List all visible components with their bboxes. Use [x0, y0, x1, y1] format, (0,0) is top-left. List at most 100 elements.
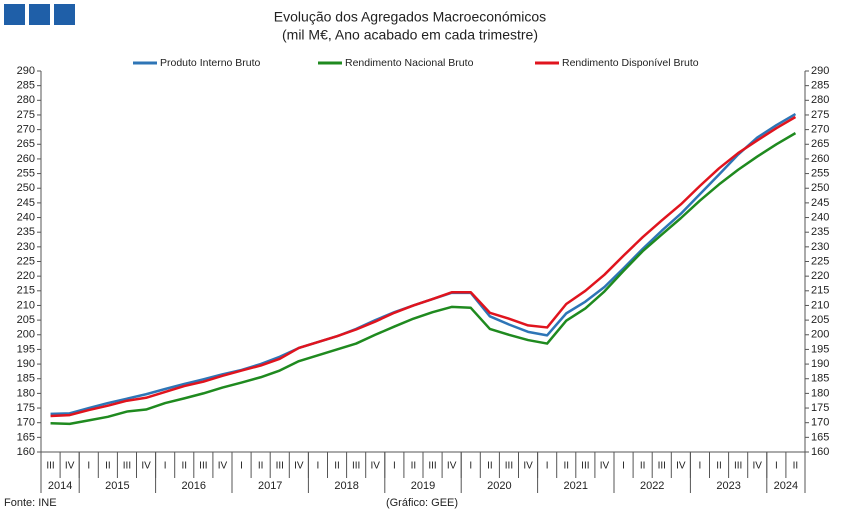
x-tick-label: III	[352, 461, 360, 472]
y2-tick-label: 285	[811, 80, 829, 92]
chart-title: Evolução dos Agregados Macroeconómicos	[274, 9, 546, 25]
year-label: 2018	[334, 480, 358, 492]
legend-label: Rendimento Disponível Bruto	[562, 57, 699, 69]
y-tick-label: 165	[17, 431, 35, 443]
y2-tick-label: 220	[811, 270, 829, 282]
y2-tick-label: 165	[811, 431, 829, 443]
x-tick-label: I	[775, 461, 778, 472]
x-tick-label: I	[87, 461, 90, 472]
y-tick-label: 260	[17, 153, 35, 165]
legend-label: Produto Interno Bruto	[160, 57, 261, 69]
y-tick-label: 200	[17, 329, 35, 341]
y2-tick-label: 290	[811, 65, 829, 77]
source: Fonte: INE	[4, 497, 57, 509]
y2-tick-label: 275	[811, 109, 829, 121]
y-tick-label: 290	[17, 65, 35, 77]
y2-tick-label: 180	[811, 387, 829, 399]
y-tick-label: 250	[17, 182, 35, 194]
y2-tick-label: 185	[811, 373, 829, 385]
y2-tick-label: 200	[811, 329, 829, 341]
y2-tick-label: 170	[811, 417, 829, 429]
series-line	[50, 113, 797, 416]
year-label: 2022	[640, 480, 664, 492]
y2-tick-label: 260	[811, 153, 829, 165]
year-label: 2024	[774, 480, 798, 492]
x-tick-label: I	[546, 461, 549, 472]
y-tick-label: 195	[17, 343, 35, 355]
logo-square	[54, 4, 75, 25]
x-tick-label: III	[658, 461, 666, 472]
x-tick-label: IV	[600, 461, 610, 472]
x-tick-label: II	[105, 461, 111, 472]
logo-square	[4, 4, 25, 25]
legend-label: Rendimento Nacional Bruto	[345, 57, 474, 69]
y2-tick-label: 215	[811, 285, 829, 297]
x-tick-label: I	[240, 461, 243, 472]
logo-square	[29, 4, 50, 25]
x-tick-label: IV	[218, 461, 228, 472]
year-label: 2023	[716, 480, 740, 492]
y2-tick-label: 270	[811, 124, 829, 136]
y2-tick-label: 190	[811, 358, 829, 370]
x-tick-label: IV	[65, 461, 75, 472]
y2-tick-label: 210	[811, 299, 829, 311]
x-tick-label: IV	[523, 461, 533, 472]
x-tick-label: III	[199, 461, 207, 472]
x-tick-label: II	[334, 461, 340, 472]
y-tick-label: 170	[17, 417, 35, 429]
x-tick-label: I	[164, 461, 167, 472]
year-label: 2017	[258, 480, 282, 492]
y-tick-label: 225	[17, 255, 35, 267]
x-tick-label: II	[640, 461, 646, 472]
y-tick-label: 235	[17, 226, 35, 238]
y-tick-label: 285	[17, 80, 35, 92]
y-tick-label: 180	[17, 387, 35, 399]
y-tick-label: 255	[17, 167, 35, 179]
x-tick-label: I	[622, 461, 625, 472]
y2-tick-label: 245	[811, 197, 829, 209]
y-tick-label: 190	[17, 358, 35, 370]
year-label: 2014	[48, 480, 72, 492]
x-tick-label: III	[581, 461, 589, 472]
credit: (Gráfico: GEE)	[386, 497, 458, 509]
y2-tick-label: 225	[811, 255, 829, 267]
y-tick-label: 185	[17, 373, 35, 385]
y-tick-label: 230	[17, 241, 35, 253]
y-tick-label: 220	[17, 270, 35, 282]
x-tick-label: III	[46, 461, 54, 472]
y2-tick-label: 205	[811, 314, 829, 326]
x-tick-label: IV	[447, 461, 457, 472]
y2-tick-label: 255	[811, 167, 829, 179]
x-tick-label: III	[505, 461, 513, 472]
y2-tick-label: 235	[811, 226, 829, 238]
year-label: 2015	[105, 480, 129, 492]
y-tick-label: 215	[17, 285, 35, 297]
y2-tick-label: 195	[811, 343, 829, 355]
series-line	[50, 115, 797, 418]
x-tick-label: I	[699, 461, 702, 472]
y2-tick-label: 160	[811, 446, 829, 458]
y2-tick-label: 265	[811, 138, 829, 150]
x-tick-label: II	[716, 461, 722, 472]
x-tick-label: IV	[371, 461, 381, 472]
x-tick-label: IV	[676, 461, 686, 472]
chart-subtitle: (mil M€, Ano acabado em cada trimestre)	[282, 27, 538, 43]
x-tick-label: III	[276, 461, 284, 472]
y-tick-label: 175	[17, 402, 35, 414]
x-tick-label: II	[411, 461, 417, 472]
y-tick-label: 270	[17, 124, 35, 136]
year-label: 2020	[487, 480, 511, 492]
year-label: 2016	[182, 480, 206, 492]
x-tick-label: III	[734, 461, 742, 472]
year-label: 2021	[564, 480, 588, 492]
y-tick-label: 245	[17, 197, 35, 209]
y-tick-label: 275	[17, 109, 35, 121]
y2-tick-label: 175	[811, 402, 829, 414]
y2-tick-label: 250	[811, 182, 829, 194]
y2-tick-label: 230	[811, 241, 829, 253]
y-tick-label: 160	[17, 446, 35, 458]
x-tick-label: II	[258, 461, 264, 472]
x-tick-label: IV	[753, 461, 763, 472]
year-label: 2019	[411, 480, 435, 492]
